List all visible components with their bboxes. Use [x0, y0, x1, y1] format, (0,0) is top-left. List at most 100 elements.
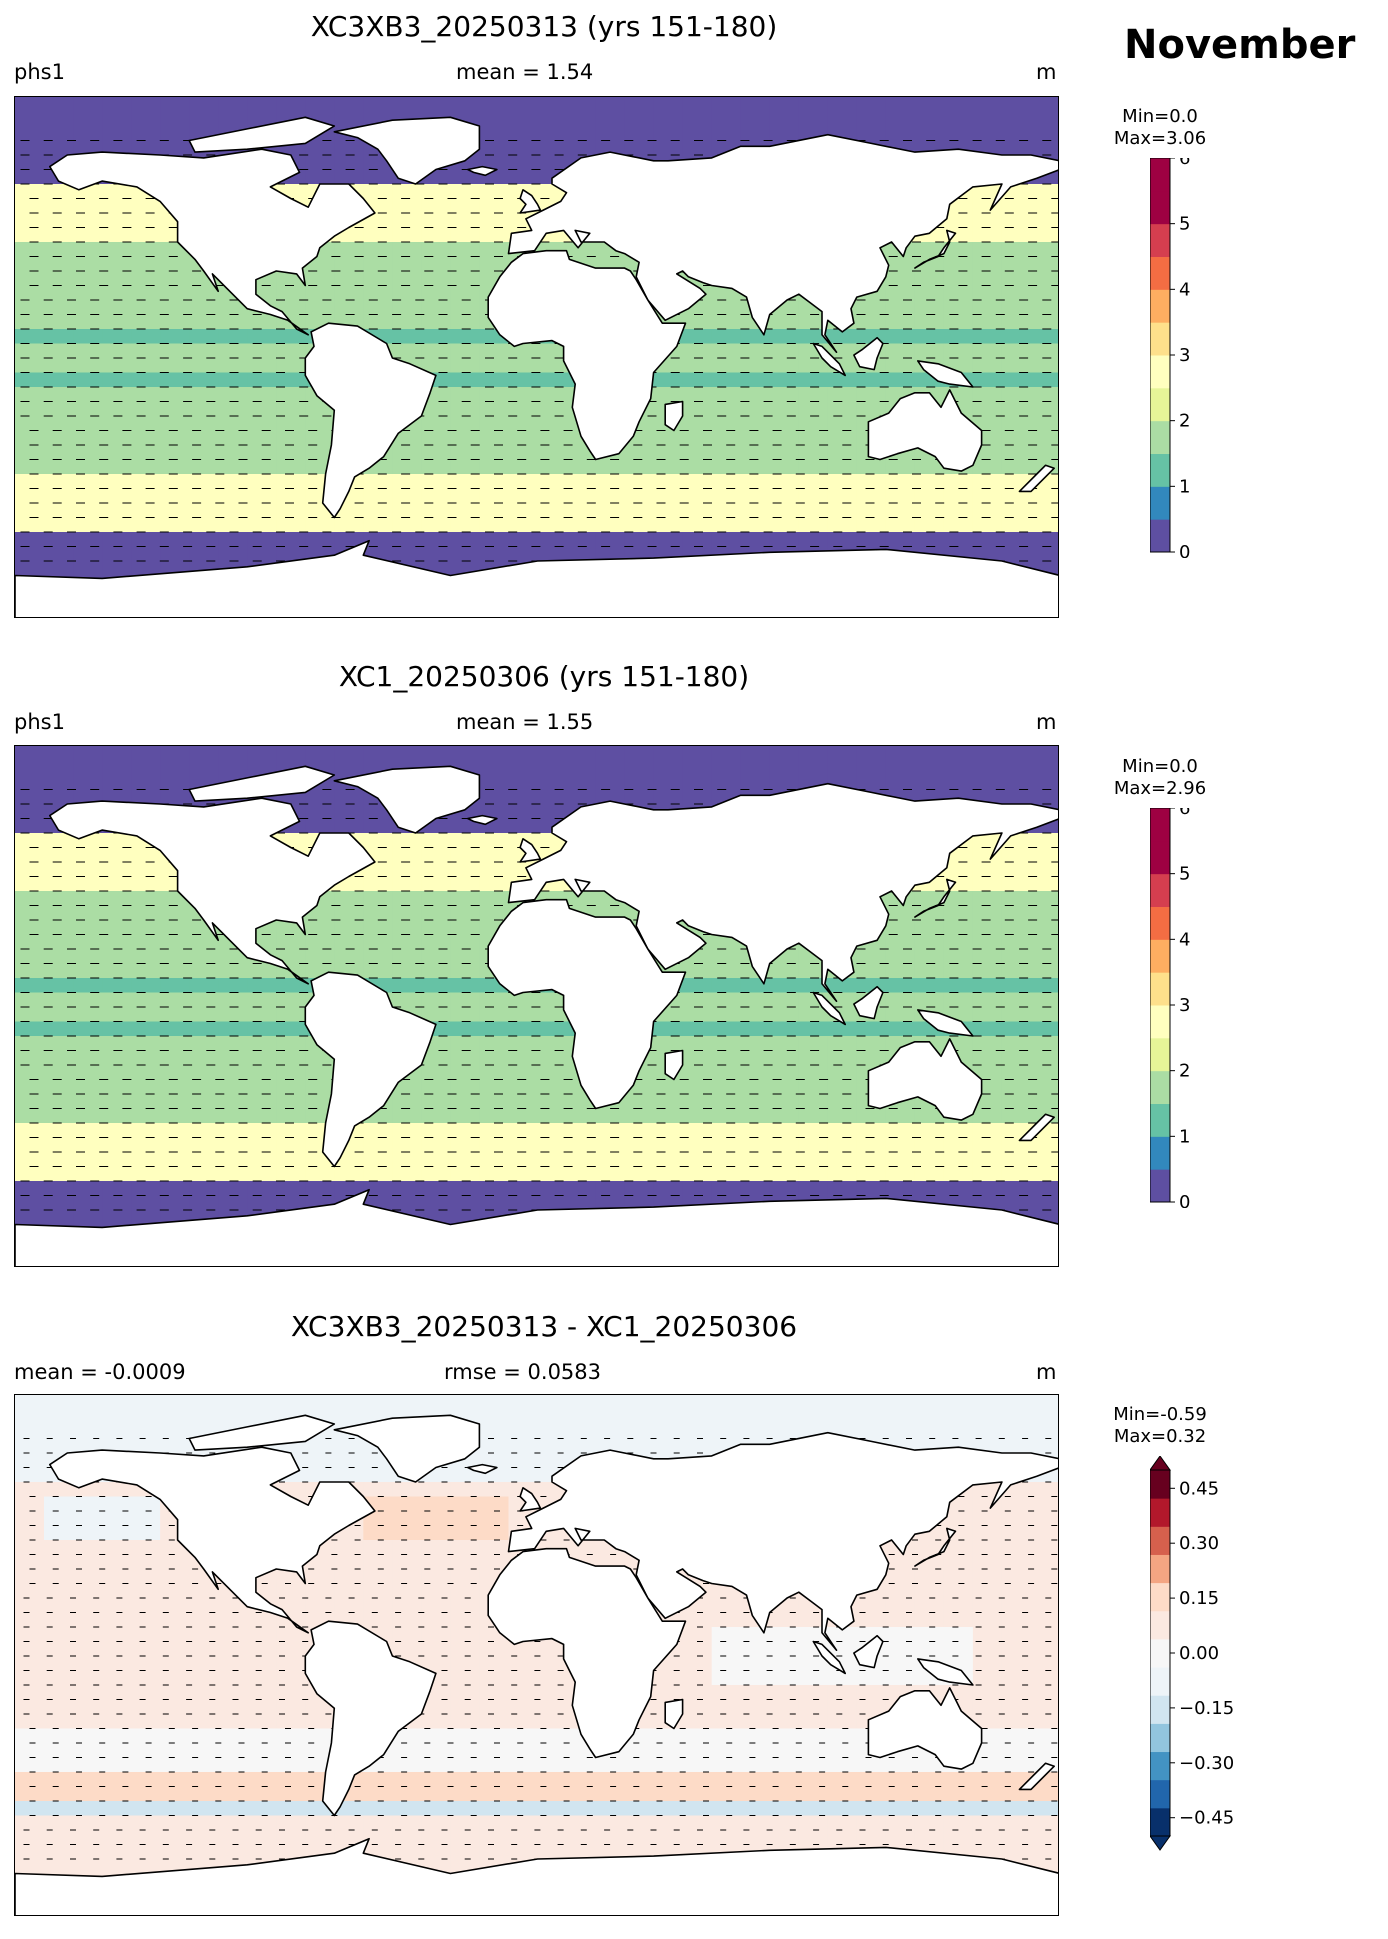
field-cell	[421, 517, 451, 533]
field-cell	[537, 1181, 568, 1197]
field-cell	[508, 387, 539, 403]
field-cell	[44, 833, 74, 849]
field-cell	[73, 949, 103, 965]
field-cell	[537, 474, 568, 490]
field-cell	[566, 1195, 597, 1211]
field-cell	[914, 920, 945, 936]
field-cell	[682, 387, 713, 403]
field-cell	[537, 1065, 568, 1081]
field-cell	[276, 949, 306, 965]
field-cell	[1031, 184, 1058, 200]
field-cell	[566, 517, 597, 533]
field-cell	[595, 1123, 626, 1139]
field-cell	[276, 387, 306, 403]
field-cell	[160, 300, 190, 316]
field-cell	[15, 474, 45, 490]
field-cell	[769, 387, 800, 403]
field-cell	[740, 343, 771, 359]
field-cell	[769, 1181, 800, 1197]
field-cell	[943, 271, 974, 287]
field-cell	[450, 1094, 480, 1110]
field-cell	[15, 387, 45, 403]
field-cell	[653, 1123, 684, 1139]
field-cell	[160, 1065, 190, 1081]
field-cell	[682, 789, 713, 805]
field-cell	[218, 1181, 248, 1197]
field-cell	[218, 314, 248, 330]
field-cell	[798, 1007, 829, 1023]
field-cell	[363, 934, 393, 950]
field-cell	[421, 1195, 451, 1211]
field-cell	[682, 1065, 713, 1081]
field-cell	[102, 256, 132, 272]
field-cell	[914, 1137, 945, 1153]
field-cell	[711, 430, 742, 446]
field-cell	[885, 1166, 916, 1182]
field-cell	[856, 372, 887, 388]
field-cell	[943, 760, 974, 776]
field-cell	[1031, 503, 1058, 519]
field-cell	[247, 1007, 277, 1023]
field-cell	[450, 314, 480, 330]
field-cell	[943, 503, 974, 519]
field-cell	[479, 760, 509, 776]
field-cell	[711, 978, 742, 994]
field-cell	[479, 804, 509, 820]
field-cell	[1031, 760, 1058, 776]
field-cell	[508, 1195, 539, 1211]
field-cell	[189, 329, 219, 345]
field-cell	[421, 329, 451, 345]
field-cell	[334, 760, 364, 776]
field-cell	[682, 416, 713, 432]
field-cell	[972, 459, 1003, 475]
field-cell	[73, 430, 103, 446]
field-cell	[827, 343, 858, 359]
field-cell	[247, 314, 277, 330]
field-cell	[305, 517, 335, 533]
field-cell	[682, 760, 713, 776]
field-cell	[972, 111, 1003, 127]
field-cell	[711, 329, 742, 345]
field-cell	[972, 760, 1003, 776]
field-cell	[218, 1007, 248, 1023]
field-cell	[508, 416, 539, 432]
field-cell	[15, 775, 45, 791]
field-cell	[131, 140, 161, 156]
field-cell	[218, 546, 248, 562]
field-cell	[421, 1079, 451, 1095]
panel-2-units-label: m	[1036, 710, 1057, 734]
field-cell	[769, 760, 800, 776]
field-cell	[305, 949, 335, 965]
field-cell	[15, 155, 45, 171]
field-cell	[537, 760, 568, 776]
field-cell	[798, 488, 829, 504]
field-cell	[102, 271, 132, 287]
field-cell	[363, 184, 393, 200]
field-cell	[15, 876, 45, 892]
field-cell	[943, 934, 974, 950]
field-cell	[421, 891, 451, 907]
field-cell	[624, 1152, 655, 1168]
field-cell	[943, 862, 974, 878]
field-cell	[798, 1079, 829, 1095]
field-cell	[73, 789, 103, 805]
field-cell	[421, 833, 451, 849]
field-cell	[1001, 1137, 1032, 1153]
field-cell	[1001, 1108, 1032, 1124]
field-cell	[102, 992, 132, 1008]
field-cell	[740, 488, 771, 504]
field-cell	[682, 992, 713, 1008]
field-cell	[682, 111, 713, 127]
field-cell	[189, 1021, 219, 1037]
field-cell	[595, 532, 626, 548]
field-cell	[624, 111, 655, 127]
field-cell	[827, 1094, 858, 1110]
field-cell	[1031, 1152, 1058, 1168]
field-cell	[885, 949, 916, 965]
field-cell	[189, 459, 219, 475]
field-cell	[914, 329, 945, 345]
field-cell	[392, 1137, 422, 1153]
panel-1-map	[14, 96, 1059, 618]
field-cell	[827, 111, 858, 127]
field-cell	[479, 445, 509, 461]
